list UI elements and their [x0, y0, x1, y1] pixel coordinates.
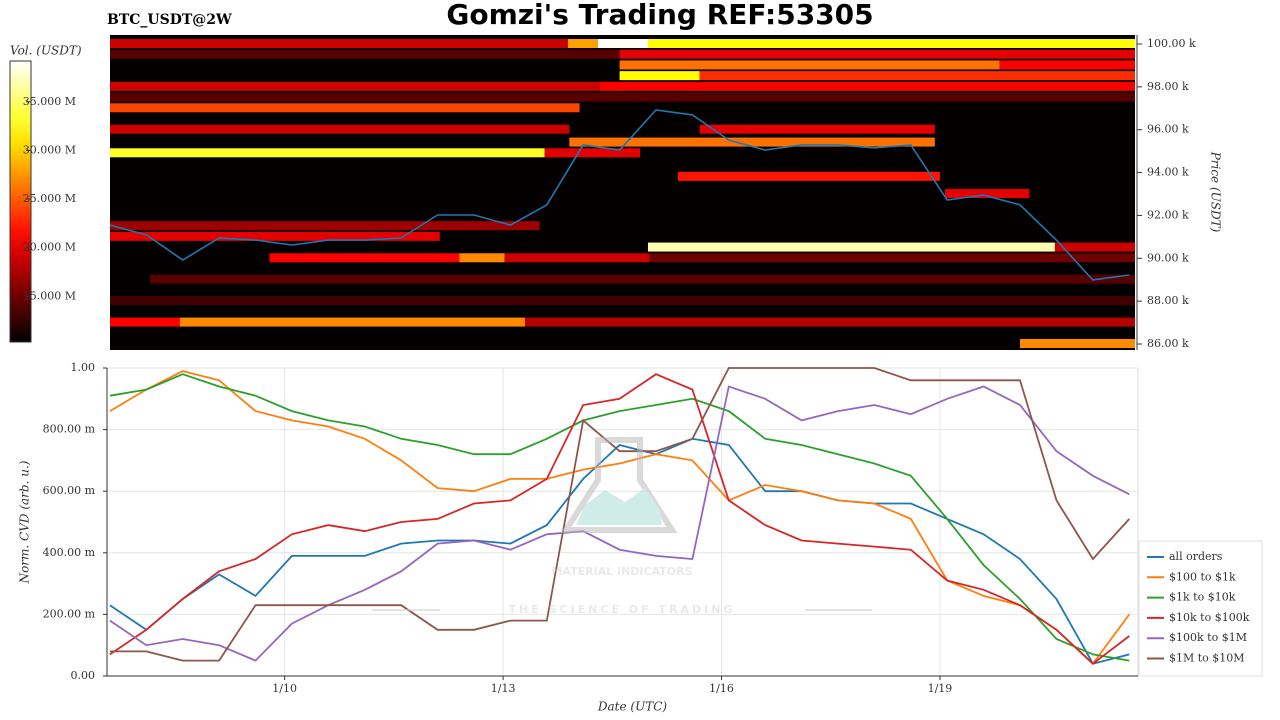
heatmap-cell [677, 171, 940, 181]
legend-label: $10k to $100k [1169, 611, 1250, 624]
heatmap-cell [459, 253, 505, 263]
x-tick-label: 1/13 [491, 682, 516, 695]
series-line [109, 373, 1130, 665]
y-tick-label: 92.00 k [1147, 208, 1189, 221]
price-line [109, 109, 1130, 281]
legend-label: $100k to $1M [1169, 631, 1247, 644]
legend-label: all orders [1169, 550, 1223, 563]
x-tick-label: 1/16 [709, 682, 734, 695]
y-tick-label: 0.00 [71, 669, 96, 682]
heatmap-cell [110, 231, 440, 241]
heatmap-cell [619, 60, 1000, 70]
heatmap-cell [647, 39, 1135, 48]
legend-label: $100 to $1k [1169, 570, 1236, 583]
y-tick-label: 98.00 k [1147, 80, 1189, 93]
watermark-tagline: THE SCIENCE OF TRADING [509, 603, 736, 616]
heatmap-cell [619, 71, 700, 81]
heatmap-cell [110, 124, 570, 134]
x-tick-label: 1/10 [272, 682, 297, 695]
heatmap-cell [150, 274, 1135, 284]
y-axis-label: Norm. CVD (arb. u.) [18, 460, 32, 584]
heatmap-cell [110, 221, 540, 231]
heatmap-cell [699, 124, 935, 134]
series-line [109, 367, 1130, 662]
heatmap-cell [110, 39, 568, 48]
heatmap-cell [1019, 339, 1135, 348]
heatmap-cell [524, 317, 1135, 327]
heatmap-cell [110, 81, 600, 91]
heatmap-cell [567, 39, 598, 48]
heatmap-cell [999, 60, 1135, 70]
series-line [109, 437, 1130, 665]
heatmap-cell [544, 148, 640, 158]
colorbar-tick-label: 20.000 M [23, 241, 76, 254]
legend-label: $1k to $10k [1169, 591, 1236, 604]
watermark-liquid [576, 488, 662, 525]
heatmap-cell [110, 317, 180, 327]
panel-title: BTC_USDT@2W [107, 12, 232, 28]
heatmap-cell [699, 71, 1135, 81]
series-line [109, 370, 1131, 666]
y-tick-label: 86.00 k [1147, 337, 1189, 350]
series-line [109, 373, 1130, 662]
y-tick-label: 600.00 m [43, 484, 96, 497]
y-tick-label: 800.00 m [43, 423, 96, 436]
colorbar-tick-label: 15.000 M [23, 289, 76, 302]
heatmap-cell [110, 148, 545, 158]
heatmap-cell [944, 189, 1030, 198]
watermark: MATERIAL INDICATORS THE SCIENCE OF TRADI… [372, 437, 872, 616]
colorbar-label: Vol. (USDT) [10, 44, 82, 58]
x-axis-label: Date (UTC) [597, 700, 667, 714]
y-tick-label: 94.00 k [1147, 166, 1189, 179]
colorbar-tick-label: 30.000 M [23, 143, 76, 156]
legend: all orders $100 to $1k $1k to $10k $10k to … [1138, 540, 1263, 677]
colorbar [9, 60, 32, 343]
heatmap-cell [110, 103, 580, 113]
watermark-brand: MATERIAL INDICATORS [551, 565, 692, 578]
page-title: Gomzi's Trading REF:53305 [446, 0, 873, 31]
y-tick-label: 90.00 k [1147, 251, 1189, 264]
cvd-panel: 1/10 1/13 1/16 1/19 0.00 200.00 m 400.00 m 600.… [18, 361, 1263, 714]
x-tick-label: 1/19 [928, 682, 953, 695]
y-tick-label: 400.00 m [43, 546, 96, 559]
legend-box [1138, 540, 1263, 677]
watermark-flask [560, 437, 678, 533]
heatmap-cell [1054, 242, 1135, 252]
heatmap-cell [569, 137, 935, 147]
heatmap-cell [110, 296, 1135, 306]
heatmap-panel: BTC_USDT@2W 86.00 k 88.00 k 90.00 k 92.00 k 9… [9, 12, 1223, 350]
heatmap-cell [110, 92, 1135, 102]
colorbar-tick-label: 35.000 M [23, 95, 76, 108]
y-axis-label: Price (USDT) [1209, 151, 1223, 233]
heatmap-cell [619, 49, 1135, 59]
heatmap-cell [649, 253, 1135, 263]
heatmap-cell [269, 253, 460, 263]
y-tick-label: 1.00 [71, 361, 96, 374]
legend-label: $1M to $10M [1169, 652, 1245, 665]
y-tick-label: 200.00 m [43, 607, 96, 620]
heatmap-cell [647, 242, 1055, 252]
series-line [109, 385, 1130, 662]
heatmap-cell [597, 39, 648, 48]
y-tick-label: 96.00 k [1147, 123, 1189, 136]
y-tick-label: 88.00 k [1147, 294, 1189, 307]
colorbar-tick-label: 25.000 M [23, 192, 76, 205]
heatmap-cell [179, 317, 525, 327]
y-tick-label: 100.00 k [1147, 37, 1196, 50]
heatmap-cell [504, 253, 650, 263]
heatmap-cell [599, 81, 1135, 91]
heatmap-cell [110, 49, 620, 59]
